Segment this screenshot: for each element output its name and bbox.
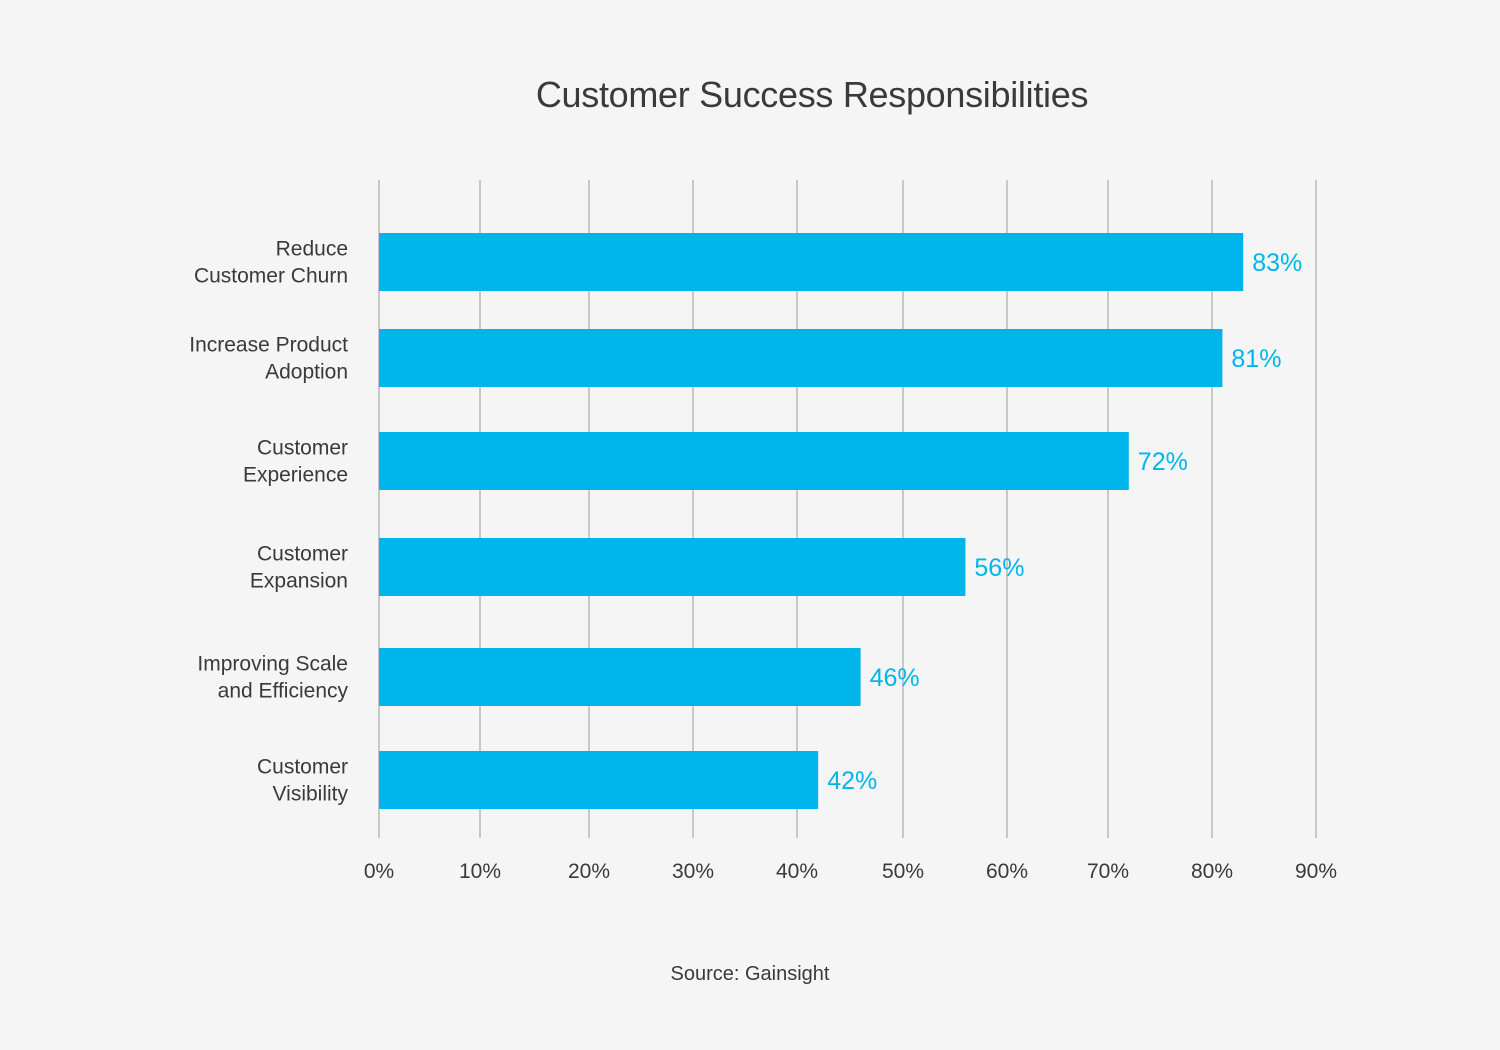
x-tick-label: 10%	[459, 860, 501, 883]
category-label: Customer Experience	[243, 437, 348, 487]
source-note: Source: Gainsight	[670, 963, 830, 985]
value-label: 83%	[1252, 249, 1302, 277]
value-label: 72%	[1138, 448, 1188, 476]
value-label: 56%	[974, 554, 1024, 582]
category-label: Customer Visibility	[257, 756, 349, 806]
category-labels: Reduce Customer Churn Increase Product Adop…	[189, 238, 348, 806]
x-tick-label: 20%	[568, 860, 610, 883]
bar	[379, 538, 966, 596]
x-tick-label: 40%	[776, 860, 818, 883]
bar	[379, 648, 861, 706]
bars	[379, 233, 1244, 809]
value-labels: 83% 81% 72% 56% 46% 42%	[827, 249, 1302, 795]
bar	[379, 432, 1129, 490]
category-label: Customer Expansion	[250, 543, 348, 593]
x-tick-label: 70%	[1087, 860, 1129, 883]
category-label: Increase Product Adoption	[189, 334, 348, 384]
value-label: 42%	[827, 767, 877, 795]
bar	[379, 751, 819, 809]
bar	[379, 233, 1244, 291]
value-label: 46%	[870, 664, 920, 692]
value-label: 81%	[1231, 345, 1281, 373]
x-tick-label: 80%	[1191, 860, 1233, 883]
x-tick-label: 90%	[1295, 860, 1337, 883]
x-axis-ticks: 0% 10% 20% 30% 40% 50% 60% 70% 80% 90%	[364, 860, 1337, 883]
x-tick-label: 50%	[882, 860, 924, 883]
bar	[379, 329, 1223, 387]
category-label: Improving Scale and Efficiency	[197, 653, 348, 703]
x-tick-label: 60%	[986, 860, 1028, 883]
x-tick-label: 30%	[672, 860, 714, 883]
category-label: Reduce Customer Churn	[194, 238, 348, 288]
x-tick-label: 0%	[364, 860, 394, 883]
chart-title: Customer Success Responsibilities	[535, 74, 1089, 115]
